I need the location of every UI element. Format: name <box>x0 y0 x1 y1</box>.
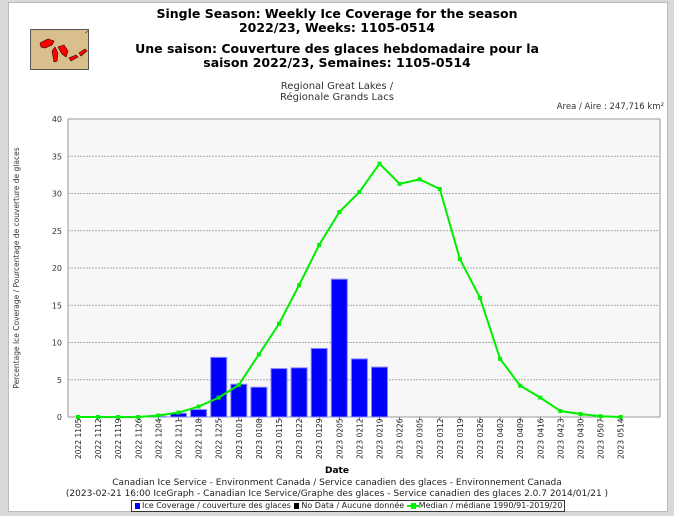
y-tick-label: 35 <box>52 152 62 161</box>
y-axis-label: Percentage Ice Coverage / Pourcentage de… <box>12 147 21 388</box>
legend-nodata: No Data / Aucune donnée <box>301 501 405 510</box>
area-label: Area / Aire : 247,716 km² <box>556 102 664 112</box>
x-tick-label: 2023 0219 <box>376 418 385 459</box>
x-tick-label: 2023 0226 <box>396 418 405 459</box>
footer-line2: (2023-02-21 16:00 IceGraph - Canadian Ic… <box>65 489 609 499</box>
median-point <box>196 404 201 409</box>
median-point <box>518 383 523 388</box>
region-line1: Regional Great Lakes / <box>280 81 394 92</box>
legend: Ice Coverage / couverture des glaces No … <box>131 500 566 512</box>
x-tick-label: 2022 1204 <box>154 418 163 459</box>
y-tick-label: 5 <box>57 376 62 385</box>
x-tick-label: 2023 0305 <box>416 418 425 459</box>
x-tick-label: 2022 1225 <box>215 418 224 459</box>
x-tick-label: 2022 1119 <box>114 418 123 459</box>
y-tick-label: 15 <box>52 301 62 310</box>
title-en-line2: 2022/23, Weeks: 1105-0514 <box>238 20 436 35</box>
median-point <box>558 409 563 414</box>
median-point <box>156 413 161 418</box>
median-point <box>76 415 80 419</box>
x-tick-label: 2023 0326 <box>476 418 485 459</box>
legend-ice: Ice Coverage / couverture des glaces <box>142 501 291 510</box>
title-fr-line1: Une saison: Couverture des glaces hebdom… <box>135 41 539 56</box>
median-point <box>478 295 482 300</box>
y-tick-label: 0 <box>57 413 62 422</box>
ice-coverage-swatch <box>135 502 140 509</box>
x-tick-label: 2023 0115 <box>275 418 284 459</box>
median-point <box>578 412 583 417</box>
title-en-line1: Single Season: Weekly Ice Coverage for t… <box>156 6 518 21</box>
y-tick-label: 40 <box>52 115 62 124</box>
x-tick-label: 2023 0319 <box>456 418 465 459</box>
x-tick-label: 2023 0409 <box>516 418 525 459</box>
x-tick-label: 2023 0212 <box>355 418 364 459</box>
x-tick-label: 2023 0514 <box>617 418 626 459</box>
median-point <box>136 415 141 419</box>
no-data-swatch <box>294 502 300 509</box>
median-point <box>357 190 362 195</box>
median-point <box>397 181 402 186</box>
x-tick-label: 2023 0129 <box>315 418 324 459</box>
x-tick-label: 2022 1105 <box>74 418 83 459</box>
median-point <box>176 410 181 415</box>
ice-coverage-bar <box>270 368 288 418</box>
ice-coverage-bar <box>290 367 308 418</box>
x-tick-label: 2023 0122 <box>295 418 304 459</box>
y-tick-label: 10 <box>52 339 62 348</box>
x-tick-label: 2023 0402 <box>496 418 505 459</box>
ice-coverage-bar <box>371 366 388 418</box>
median-point <box>236 382 241 387</box>
legend-median: Median / médiane 1990/91-2019/20 <box>418 501 563 510</box>
median-point <box>598 414 603 419</box>
median-point <box>417 177 422 182</box>
title-fr-line2: saison 2022/23, Semaines: 1105-0514 <box>203 55 471 70</box>
median-line <box>78 162 621 418</box>
x-tick-label: 2022 1112 <box>94 418 103 459</box>
median-point <box>618 415 623 419</box>
median-point <box>377 161 382 166</box>
median-point <box>457 257 462 262</box>
x-tick-label: 2023 0423 <box>556 418 565 459</box>
y-tick-label: 25 <box>52 227 62 236</box>
median-point <box>297 283 302 288</box>
x-tick-label: 2023 0416 <box>536 418 545 459</box>
median-point <box>116 415 121 419</box>
ice-coverage-bar <box>210 356 228 418</box>
x-tick-label: 2023 0205 <box>335 418 344 459</box>
median-point <box>498 356 503 361</box>
region-line2: Régionale Grands Lacs <box>280 92 394 103</box>
median-swatch <box>406 502 419 509</box>
ice-coverage-bar <box>350 358 368 418</box>
x-tick-label: 2023 0507 <box>597 418 606 459</box>
median-point <box>317 242 322 247</box>
ice-coverage-bar <box>250 386 268 418</box>
ice-coverage-bar <box>330 278 348 418</box>
x-tick-label: 2023 0108 <box>255 418 264 459</box>
footer-line1: Canadian Ice Service - Environment Canad… <box>112 478 562 488</box>
x-axis-label: Date <box>325 466 349 476</box>
ice-coverage-bar <box>190 409 208 418</box>
median-point <box>538 395 543 400</box>
x-tick-label: 2022 1126 <box>134 418 143 459</box>
x-tick-label: 2023 0101 <box>235 418 244 459</box>
median-point <box>256 352 261 357</box>
median-point <box>96 415 101 419</box>
x-tick-label: 2022 1218 <box>195 418 204 459</box>
median-point <box>437 187 442 192</box>
y-tick-label: 30 <box>52 190 62 199</box>
great-lakes-logo <box>30 29 89 70</box>
y-tick-label: 20 <box>52 264 62 273</box>
x-tick-label: 2023 0430 <box>577 418 586 459</box>
ice-coverage-bar <box>310 347 328 418</box>
median-point <box>277 321 281 326</box>
median-point <box>216 395 221 400</box>
x-tick-label: 2022 1211 <box>175 418 184 459</box>
median-point <box>337 210 342 215</box>
x-tick-label: 2023 0312 <box>436 418 445 459</box>
